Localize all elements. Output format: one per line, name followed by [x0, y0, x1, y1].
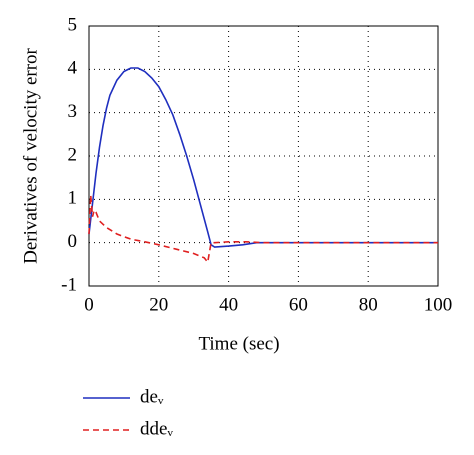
- x-tick-label: 60: [289, 294, 308, 315]
- legend-label: ddeᵥ: [140, 418, 173, 439]
- y-tick-label: 0: [68, 231, 78, 252]
- y-tick-label: -1: [61, 274, 77, 295]
- legend-label: deᵥ: [140, 386, 164, 407]
- y-tick-label: 1: [68, 188, 78, 209]
- x-tick-label: 40: [219, 294, 238, 315]
- x-tick-label: 80: [359, 294, 378, 315]
- line: [88, 67, 438, 248]
- x-tick-label: 100: [424, 294, 453, 315]
- y-tick-label: 4: [68, 58, 78, 79]
- x-tick-label: 20: [149, 294, 168, 315]
- x-axis-label: Time (sec): [198, 333, 279, 354]
- y-tick-label: 3: [68, 101, 78, 122]
- line: [88, 194, 438, 265]
- y-axis-label: Derivatives of velocity error: [20, 47, 41, 263]
- y-tick-label: 2: [68, 144, 78, 165]
- y-tick-label: 5: [68, 14, 78, 35]
- x-tick-label: 0: [84, 294, 94, 315]
- plot-frame: [88, 25, 439, 287]
